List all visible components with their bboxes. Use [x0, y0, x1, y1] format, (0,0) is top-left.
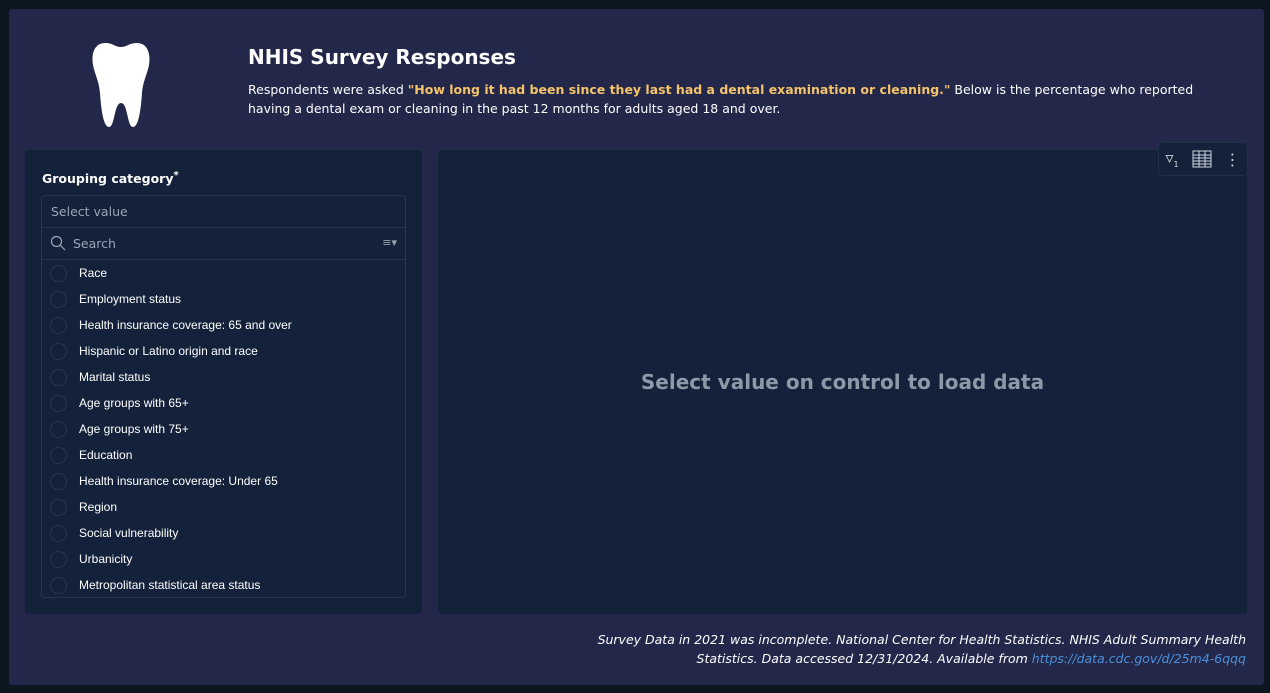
radio-button[interactable]: [50, 264, 67, 282]
option-label: Hispanic or Latino origin and race: [79, 344, 258, 358]
option-label: Health insurance coverage: Under 65: [79, 474, 278, 488]
survey-question: "How long it had been since they last ha…: [407, 82, 951, 97]
option-item[interactable]: Metropolitan statistical area status: [42, 572, 405, 597]
more-options-icon[interactable]: ⋮: [1224, 149, 1241, 169]
radio-button[interactable]: [50, 472, 67, 490]
option-item[interactable]: Education: [42, 442, 405, 468]
footer-text: Survey Data in 2021 was incomplete. Nati…: [597, 632, 1246, 666]
option-item[interactable]: Health insurance coverage: 65 and over: [42, 312, 405, 338]
radio-button[interactable]: [50, 368, 67, 386]
option-label: Region: [79, 500, 118, 514]
radio-button[interactable]: [50, 446, 67, 464]
tooth-icon: [92, 43, 150, 127]
description: Respondents were asked "How long it had …: [248, 80, 1238, 118]
chart-panel: Select value on control to load data: [438, 150, 1247, 614]
page-title: NHIS Survey Responses: [248, 45, 516, 69]
option-item[interactable]: Urbanicity: [42, 546, 405, 572]
table-icon[interactable]: [1192, 150, 1212, 168]
option-label: Race: [79, 266, 108, 280]
search-input[interactable]: Search ≡▾: [42, 228, 405, 260]
empty-state-message: Select value on control to load data: [640, 370, 1045, 394]
option-label: Social vulnerability: [79, 526, 179, 540]
control-label: Grouping category*: [42, 170, 179, 186]
option-item[interactable]: Employment status: [42, 286, 405, 312]
option-label: Urbanicity: [79, 552, 133, 566]
radio-button[interactable]: [50, 394, 67, 412]
filter-count: 1: [1173, 160, 1179, 170]
label-text: Grouping category: [42, 171, 174, 187]
option-item[interactable]: Region: [42, 494, 405, 520]
search-icon: [50, 235, 66, 251]
desc-prefix: Respondents were asked: [248, 82, 408, 97]
desc-suffix: Below is the percentage who reported hav…: [248, 82, 1194, 116]
option-label: Age groups with 65+: [79, 396, 189, 410]
chart-toolbar: ▿1 ⋮: [1158, 142, 1248, 176]
option-label: Employment status: [79, 292, 182, 306]
radio-button[interactable]: [50, 342, 67, 360]
radio-button[interactable]: [50, 524, 67, 542]
radio-button[interactable]: [50, 498, 67, 516]
option-item[interactable]: Race: [42, 260, 405, 286]
option-item[interactable]: Marital status: [42, 364, 405, 390]
radio-button[interactable]: [50, 316, 67, 334]
required-marker: *: [173, 170, 179, 181]
option-item[interactable]: Age groups with 75+: [42, 416, 405, 442]
footer-note: Survey Data in 2021 was incomplete. Nati…: [546, 630, 1246, 668]
search-placeholder: Search: [73, 236, 116, 251]
option-label: Metropolitan statistical area status: [79, 578, 261, 592]
option-label: Education: [79, 448, 133, 462]
option-item[interactable]: Hispanic or Latino origin and race: [42, 338, 405, 364]
option-label: Marital status: [79, 370, 151, 384]
sort-icon[interactable]: ≡▾: [382, 236, 397, 249]
grouping-category-select[interactable]: Select value Search ≡▾ Race Employment st…: [41, 195, 406, 598]
option-label: Health insurance coverage: 65 and over: [79, 318, 292, 332]
option-label: Age groups with 75+: [79, 422, 189, 436]
option-item[interactable]: Social vulnerability: [42, 520, 405, 546]
options-list: Race Employment status Health insurance co…: [42, 260, 405, 597]
radio-button[interactable]: [50, 420, 67, 438]
radio-button[interactable]: [50, 290, 67, 308]
dashboard: NHIS Survey Responses Respondents were a…: [9, 9, 1264, 685]
option-item[interactable]: Health insurance coverage: Under 65: [42, 468, 405, 494]
filter-icon[interactable]: ▿1: [1165, 148, 1179, 170]
radio-button[interactable]: [50, 550, 67, 568]
select-value-field[interactable]: Select value: [42, 196, 405, 228]
control-panel: Grouping category* Select value Search ≡…: [25, 150, 422, 614]
option-item[interactable]: Age groups with 65+: [42, 390, 405, 416]
radio-button[interactable]: [50, 576, 67, 594]
data-source-link[interactable]: https://data.cdc.gov/d/25m4-6qqq: [1031, 651, 1246, 666]
